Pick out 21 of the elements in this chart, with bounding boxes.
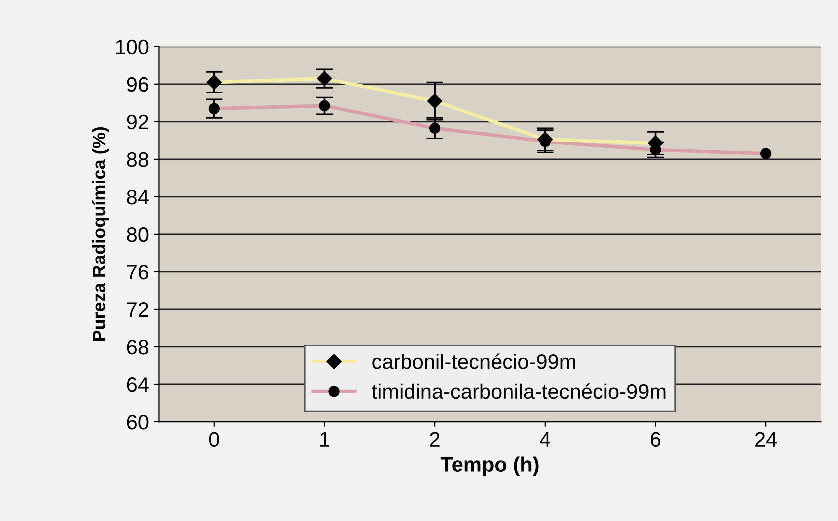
y-tick-label: 76 [127,264,149,280]
y-tick-label: 72 [127,302,148,318]
y-axis-title: Pureza Radioquímica (%) [92,127,110,342]
legend-label: carbonil-tecnécio-99m [372,354,576,370]
y-tick-label: 88 [127,152,149,168]
y-tick-label: 96 [127,77,149,92]
y-tick-label: 100 [116,40,149,55]
y-tick-label: 60 [127,415,149,430]
x-tick-label: 2 [430,432,440,447]
x-tick-label: 24 [756,432,778,447]
y-tick-label: 80 [127,227,149,242]
x-tick-label: 4 [540,432,551,447]
y-tick-label: 68 [127,340,149,355]
x-axis-title: Tempo (h) [440,456,539,476]
y-tick-label: 84 [127,190,149,205]
x-tick-label: 0 [209,432,220,448]
legend-label: timidina-carbonila-tecnécio-99m [372,384,666,400]
x-tick-label: 1 [320,432,330,447]
x-tick-label: 6 [651,432,661,448]
y-tick-label: 92 [127,114,148,130]
y-tick-label: 64 [127,378,149,392]
